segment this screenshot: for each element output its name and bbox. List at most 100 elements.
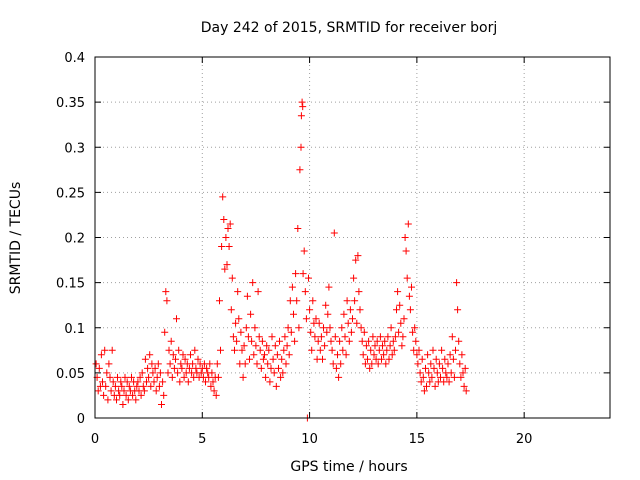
- data-point: [368, 360, 376, 368]
- data-point: [178, 364, 186, 372]
- data-point: [158, 401, 165, 408]
- data-point: [214, 373, 222, 381]
- data-point: [240, 342, 248, 350]
- data-point: [342, 351, 350, 359]
- data-point: [113, 396, 120, 404]
- data-point: [247, 310, 255, 318]
- data-point: [292, 270, 300, 278]
- data-point: [291, 337, 299, 345]
- data-point: [208, 369, 216, 377]
- data-point: [286, 297, 294, 305]
- data-point: [374, 360, 382, 368]
- data-point: [454, 306, 462, 314]
- chart-title: Day 242 of 2015, SRMTID for receiver bor…: [201, 20, 498, 36]
- data-point: [125, 382, 133, 390]
- data-point: [445, 378, 453, 386]
- data-point: [427, 360, 435, 368]
- data-point: [246, 355, 253, 363]
- data-point: [191, 346, 199, 354]
- data-point: [301, 288, 309, 296]
- data-point: [397, 319, 405, 327]
- data-point: [107, 387, 115, 395]
- data-point: [414, 360, 422, 368]
- data-point: [122, 391, 130, 399]
- data-point: [259, 355, 267, 363]
- y-tick-label: 0.25: [56, 186, 85, 201]
- data-point: [278, 355, 286, 363]
- data-point: [336, 337, 344, 345]
- data-point: [461, 364, 469, 372]
- data-point: [439, 364, 447, 372]
- data-point: [261, 351, 268, 359]
- data-point: [285, 351, 293, 359]
- data-point: [362, 342, 370, 350]
- data-point: [356, 306, 364, 314]
- data-point: [387, 324, 395, 332]
- data-point: [267, 364, 275, 372]
- data-point: [256, 346, 264, 354]
- data-point: [228, 274, 236, 282]
- data-point: [121, 373, 129, 381]
- data-point: [394, 288, 402, 296]
- data-point: [431, 382, 439, 390]
- data-point: [132, 396, 140, 404]
- data-point: [388, 351, 396, 359]
- data-point: [350, 274, 358, 282]
- data-point: [129, 391, 137, 399]
- data-point: [453, 279, 461, 287]
- data-point: [155, 382, 163, 390]
- data-point: [406, 306, 414, 314]
- data-point: [275, 364, 282, 372]
- data-point: [422, 364, 429, 372]
- data-point: [128, 373, 135, 381]
- data-point: [227, 306, 235, 314]
- data-point: [176, 378, 184, 386]
- data-point: [366, 364, 374, 372]
- data-point: [206, 360, 214, 368]
- data-point: [349, 315, 356, 323]
- data-point: [412, 337, 420, 345]
- data-point: [367, 346, 375, 354]
- data-point: [116, 391, 124, 399]
- data-point: [297, 112, 305, 120]
- data-point: [370, 351, 378, 359]
- data-point: [172, 355, 179, 363]
- data-point: [100, 391, 108, 399]
- data-point: [139, 382, 147, 390]
- data-point: [354, 252, 362, 260]
- data-point: [92, 360, 100, 368]
- data-point: [424, 351, 432, 359]
- data-point: [174, 369, 182, 377]
- data-point: [249, 279, 257, 287]
- y-tick-label: 0.3: [64, 141, 85, 156]
- data-point: [328, 346, 336, 354]
- data-point: [143, 378, 150, 386]
- data-point: [252, 342, 260, 350]
- data-point: [109, 378, 117, 386]
- data-point: [309, 297, 317, 305]
- data-point: [134, 378, 142, 386]
- data-point: [237, 328, 245, 336]
- data-point: [307, 328, 315, 336]
- data-points: [92, 98, 470, 422]
- data-point: [168, 373, 176, 381]
- data-point: [192, 364, 200, 372]
- y-tick-label: 0.2: [64, 232, 85, 247]
- data-point: [458, 351, 466, 359]
- data-point: [415, 346, 423, 354]
- data-point: [389, 337, 397, 345]
- data-point: [106, 373, 114, 381]
- data-point: [224, 225, 232, 232]
- x-tick-label: 15: [409, 432, 426, 447]
- data-point: [269, 355, 277, 363]
- data-point: [202, 378, 209, 386]
- data-point: [156, 369, 164, 377]
- y-tick-label: 0.05: [56, 367, 85, 382]
- data-point: [338, 324, 346, 332]
- data-point: [159, 378, 167, 386]
- data-point: [222, 234, 230, 241]
- data-point: [232, 319, 240, 327]
- data-point: [217, 346, 224, 354]
- data-point: [265, 346, 273, 354]
